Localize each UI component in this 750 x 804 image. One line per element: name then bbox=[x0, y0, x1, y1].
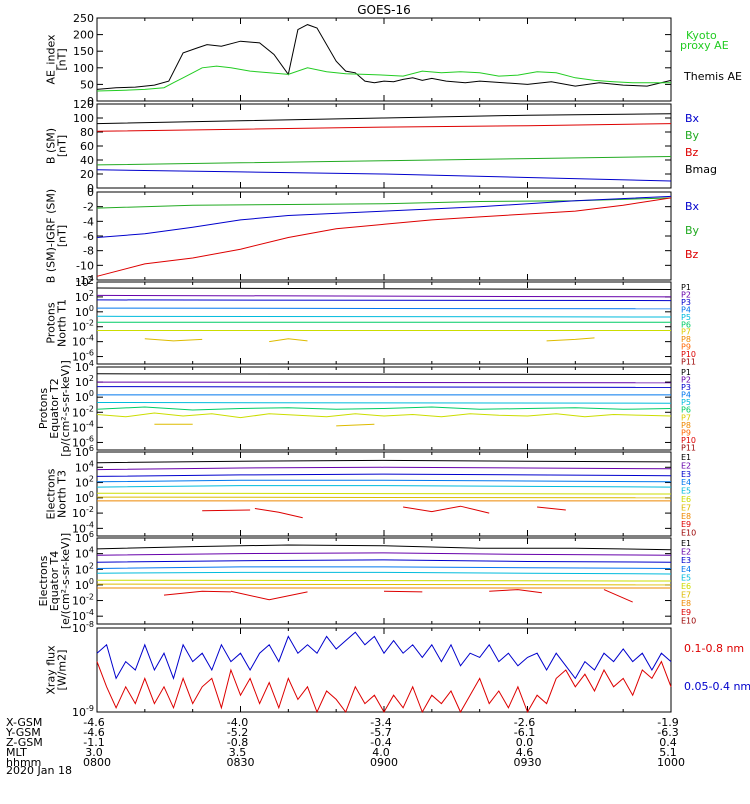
legend-label: Bz bbox=[685, 146, 699, 159]
series-p5 bbox=[97, 316, 671, 317]
y-tick-label: 120 bbox=[73, 98, 94, 111]
y-tick-label: -2 bbox=[83, 201, 94, 214]
y-tick-label: 20 bbox=[80, 168, 94, 181]
y-tick-label: 40 bbox=[80, 154, 94, 167]
series-p2 bbox=[97, 382, 671, 383]
series-e9c bbox=[384, 591, 422, 592]
legend-label: Bz bbox=[685, 248, 699, 261]
y-tick-label: 200 bbox=[73, 29, 94, 42]
legend-label: P11 bbox=[681, 443, 696, 452]
legend-label: 0.05-0.4 nm bbox=[684, 680, 750, 693]
y-tick-label: -6 bbox=[83, 230, 94, 243]
y-tick-label: -8 bbox=[83, 245, 94, 258]
y-axis-label: [W/m2] bbox=[56, 650, 69, 691]
y-tick-label: 100 bbox=[73, 62, 94, 75]
y-axis-label: [p/(cm²-s-sr-keV)] bbox=[59, 360, 72, 457]
legend-label: proxy AE bbox=[680, 39, 729, 52]
legend-label: Themis AE bbox=[683, 70, 742, 83]
y-tick-label: -4 bbox=[83, 215, 94, 228]
x-row-value: 0800 bbox=[83, 756, 111, 769]
y-tick-label: 80 bbox=[80, 126, 94, 139]
chart-title: GOES-16 bbox=[357, 3, 411, 17]
legend-label: Bx bbox=[685, 200, 700, 213]
legend-label: E10 bbox=[681, 529, 696, 538]
legend-label: By bbox=[685, 129, 700, 142]
legend-label: 0.1-0.8 nm bbox=[684, 642, 744, 655]
series-p5 bbox=[97, 403, 671, 404]
y-axis-label: [nT] bbox=[56, 135, 69, 157]
legend-label: By bbox=[685, 224, 700, 237]
y-tick-label: 150 bbox=[73, 45, 94, 58]
y-tick-label: 100 bbox=[73, 112, 94, 125]
legend-label: Bmag bbox=[685, 163, 717, 176]
series-p3 bbox=[97, 300, 671, 301]
x-row-value: 1000 bbox=[657, 756, 685, 769]
y-axis-label: [e/(cm²-s-sr-keV)] bbox=[59, 533, 72, 629]
y-axis-label: North T1 bbox=[56, 299, 69, 347]
y-tick-label: 0 bbox=[87, 186, 94, 199]
x-row-value: 0830 bbox=[227, 756, 255, 769]
y-tick-label: 250 bbox=[73, 12, 94, 25]
x-row-value: 0930 bbox=[514, 756, 542, 769]
legend-label: E10 bbox=[681, 616, 696, 625]
y-axis-label: [nT] bbox=[56, 225, 69, 247]
series-e7 bbox=[97, 497, 671, 498]
y-axis-label: [nT] bbox=[56, 48, 69, 70]
y-tick-label: 50 bbox=[80, 78, 94, 91]
series-p4 bbox=[97, 308, 671, 309]
y-axis-label: North T3 bbox=[56, 470, 69, 518]
date-label: 2020 Jan 18 bbox=[6, 764, 72, 777]
y-tick-label: -10 bbox=[76, 259, 94, 272]
series-p1 bbox=[97, 374, 671, 375]
legend-label: P11 bbox=[681, 358, 696, 367]
x-row-value: 0900 bbox=[370, 756, 398, 769]
legend-label: Bx bbox=[685, 112, 700, 125]
y-tick-label: 60 bbox=[80, 140, 94, 153]
